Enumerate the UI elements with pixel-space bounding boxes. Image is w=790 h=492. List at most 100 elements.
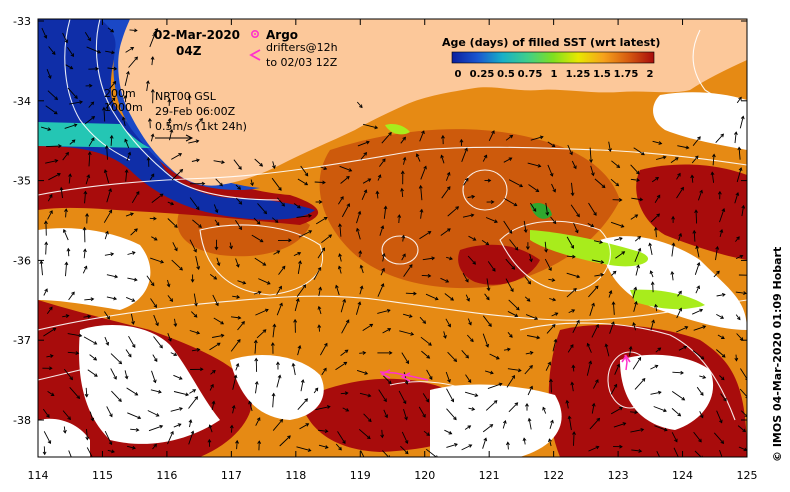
- current-vector: [45, 159, 58, 164]
- current-vector-head: [178, 153, 183, 157]
- current-vector: [254, 158, 263, 167]
- current-vector: [153, 336, 163, 349]
- current-vector-head: [256, 417, 261, 421]
- current-vector: [506, 375, 515, 388]
- current-vector-head: [604, 343, 609, 348]
- current-vector: [422, 393, 429, 403]
- current-vector-head: [721, 458, 724, 461]
- current-vector: [69, 139, 76, 145]
- current-vector-head: [700, 356, 705, 360]
- current-vector-head: [408, 314, 413, 318]
- current-vector: [525, 314, 538, 320]
- current-vector-head: [388, 351, 393, 355]
- current-vector: [594, 178, 606, 188]
- current-vector-head: [571, 364, 576, 369]
- current-vector: [593, 240, 603, 244]
- current-vector-head: [83, 265, 88, 270]
- current-vector: [209, 384, 214, 391]
- current-vector-head: [573, 165, 577, 170]
- current-vector-head: [196, 158, 200, 163]
- current-vector: [130, 428, 139, 431]
- current-vector: [43, 431, 51, 444]
- current-vector: [630, 178, 640, 181]
- current-vector-head: [651, 319, 655, 324]
- vector-scale-label: 0.5m/s (1kt 24h): [155, 120, 247, 133]
- current-vector: [209, 274, 217, 280]
- current-vector: [737, 425, 746, 432]
- current-vector-head: [231, 404, 236, 409]
- current-vector-head: [692, 229, 697, 234]
- current-vector: [572, 320, 580, 334]
- current-vector-head: [166, 283, 171, 288]
- current-vector-head: [502, 419, 507, 424]
- current-vector: [321, 234, 332, 244]
- current-vector: [131, 191, 140, 204]
- current-vector: [378, 389, 387, 402]
- current-vector-head: [199, 118, 203, 122]
- current-vector: [84, 191, 86, 204]
- current-vector: [379, 225, 384, 236]
- current-vector-head: [317, 324, 322, 328]
- current-vector-head: [570, 381, 575, 386]
- current-vector-head: [43, 35, 48, 39]
- altimetry-time: 29-Feb 06:00Z: [155, 105, 236, 118]
- current-vector-head: [131, 321, 135, 325]
- current-vector: [419, 316, 426, 324]
- current-vector: [503, 220, 513, 234]
- current-vector-head: [404, 380, 409, 385]
- current-vector: [127, 251, 136, 255]
- current-vector: [529, 253, 532, 262]
- current-vector-head: [551, 143, 556, 148]
- current-vector-head: [658, 141, 663, 145]
- current-vector-head: [400, 170, 405, 175]
- current-vector: [171, 169, 183, 181]
- current-vector-head: [238, 201, 243, 205]
- current-vector: [605, 344, 610, 357]
- current-vector: [362, 324, 373, 331]
- scale-arrow-icon: [155, 134, 194, 142]
- current-vector: [528, 418, 532, 430]
- current-vector-head: [589, 159, 593, 163]
- current-vector-head: [588, 360, 593, 365]
- current-vector: [634, 378, 646, 390]
- current-vector-head: [135, 427, 140, 432]
- current-vector: [271, 217, 279, 223]
- current-vector-head: [150, 56, 155, 60]
- current-vector-head: [152, 379, 157, 384]
- current-vector: [571, 382, 574, 392]
- current-vector-head: [745, 378, 747, 381]
- current-vector: [362, 123, 378, 129]
- y-tick-label: -37: [13, 334, 31, 347]
- depth-200-label: 200m: [104, 87, 136, 100]
- current-vector-head: [291, 362, 296, 367]
- current-vector-head: [465, 278, 469, 283]
- current-vector: [670, 157, 679, 163]
- current-vector: [341, 203, 350, 218]
- current-vector: [106, 296, 117, 300]
- current-vector: [713, 270, 720, 278]
- current-vector: [440, 155, 445, 164]
- current-vector-head: [211, 400, 216, 405]
- current-vector-head: [550, 419, 554, 424]
- current-vector: [611, 160, 620, 168]
- current-vector-head: [382, 158, 386, 163]
- current-vector-head: [150, 282, 155, 287]
- current-vector: [110, 135, 113, 146]
- current-vector: [736, 167, 742, 183]
- current-vector-head: [426, 354, 431, 359]
- current-vector: [273, 250, 280, 255]
- current-vector-head: [544, 249, 548, 253]
- no-data-west: [38, 228, 151, 310]
- current-vector: [594, 274, 604, 277]
- current-vector-head: [522, 437, 527, 442]
- current-vector: [278, 266, 286, 275]
- current-vector: [297, 345, 301, 356]
- current-vector: [443, 331, 447, 339]
- drifter-chevron-icon: [621, 354, 631, 363]
- current-vector-head: [338, 223, 342, 227]
- current-vector-head: [216, 342, 221, 347]
- current-vector-head: [680, 186, 684, 191]
- current-vector-head: [83, 248, 87, 253]
- current-vector: [296, 215, 312, 218]
- current-vector: [650, 391, 661, 395]
